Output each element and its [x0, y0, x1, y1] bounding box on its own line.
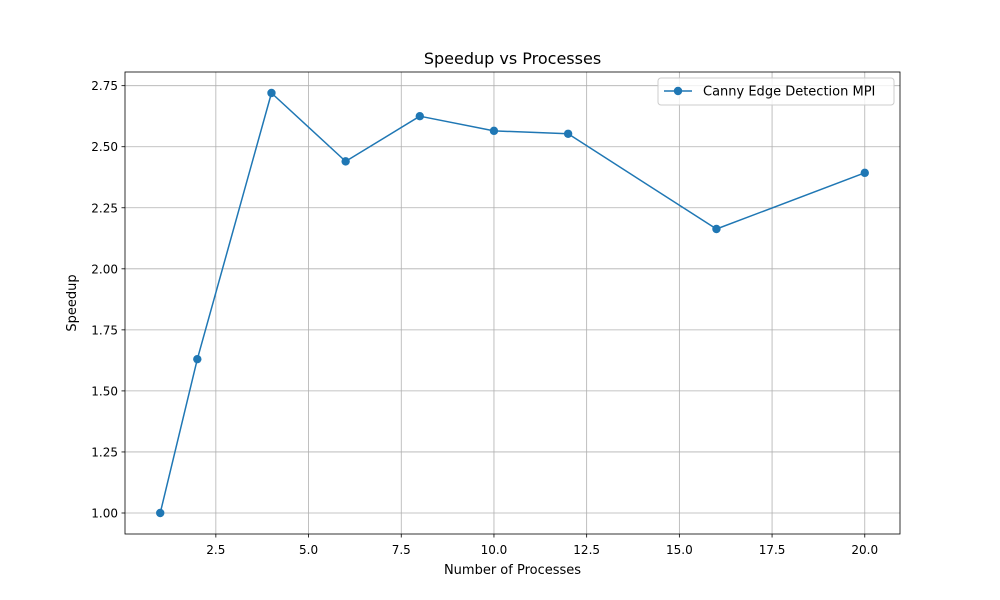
legend-marker-swatch: [673, 86, 683, 96]
y-tick-label: 1.50: [91, 384, 118, 398]
series-layer: [156, 88, 869, 518]
grid: [125, 72, 900, 534]
x-tick-label: 17.5: [759, 543, 786, 557]
data-point: [193, 354, 202, 364]
x-tick-label: 7.5: [392, 543, 411, 557]
ticks: 2.5 5.0 7.5 10.0 12.5 15.0 17.5 20.0 1.00 1.25 1.5…: [91, 79, 878, 557]
y-tick-label: 2.00: [91, 262, 118, 276]
y-axis-label: Speedup: [65, 274, 80, 331]
data-point: [267, 88, 276, 98]
x-tick-label: 5.0: [299, 543, 318, 557]
legend-label: Canny Edge Detection MPI: [703, 85, 875, 100]
y-tick-label: 2.75: [91, 79, 118, 93]
data-point: [415, 111, 424, 121]
y-tick-label: 1.25: [91, 445, 118, 459]
y-tick-label: 2.50: [91, 140, 118, 154]
chart-title: Speedup vs Processes: [424, 49, 601, 68]
data-point: [489, 126, 499, 136]
data-point: [156, 508, 165, 518]
y-tick-label: 1.00: [91, 507, 118, 521]
x-axis-label: Number of Processes: [444, 563, 581, 578]
data-point: [563, 129, 573, 138]
data-point: [341, 157, 350, 166]
legend-box: [657, 77, 895, 106]
x-tick-label: 20.0: [851, 543, 878, 557]
data-point: [860, 168, 869, 178]
x-tick-label: 2.5: [206, 543, 225, 557]
x-tick-label: 12.5: [573, 543, 600, 557]
data-point: [712, 224, 721, 234]
x-tick-label: 10.0: [481, 543, 508, 557]
y-tick-label: 2.25: [91, 201, 118, 215]
legend: Canny Edge Detection MPI: [657, 77, 895, 106]
plot-frame: [124, 71, 901, 535]
x-tick-label: 15.0: [666, 543, 693, 557]
y-tick-label: 1.75: [91, 323, 118, 337]
